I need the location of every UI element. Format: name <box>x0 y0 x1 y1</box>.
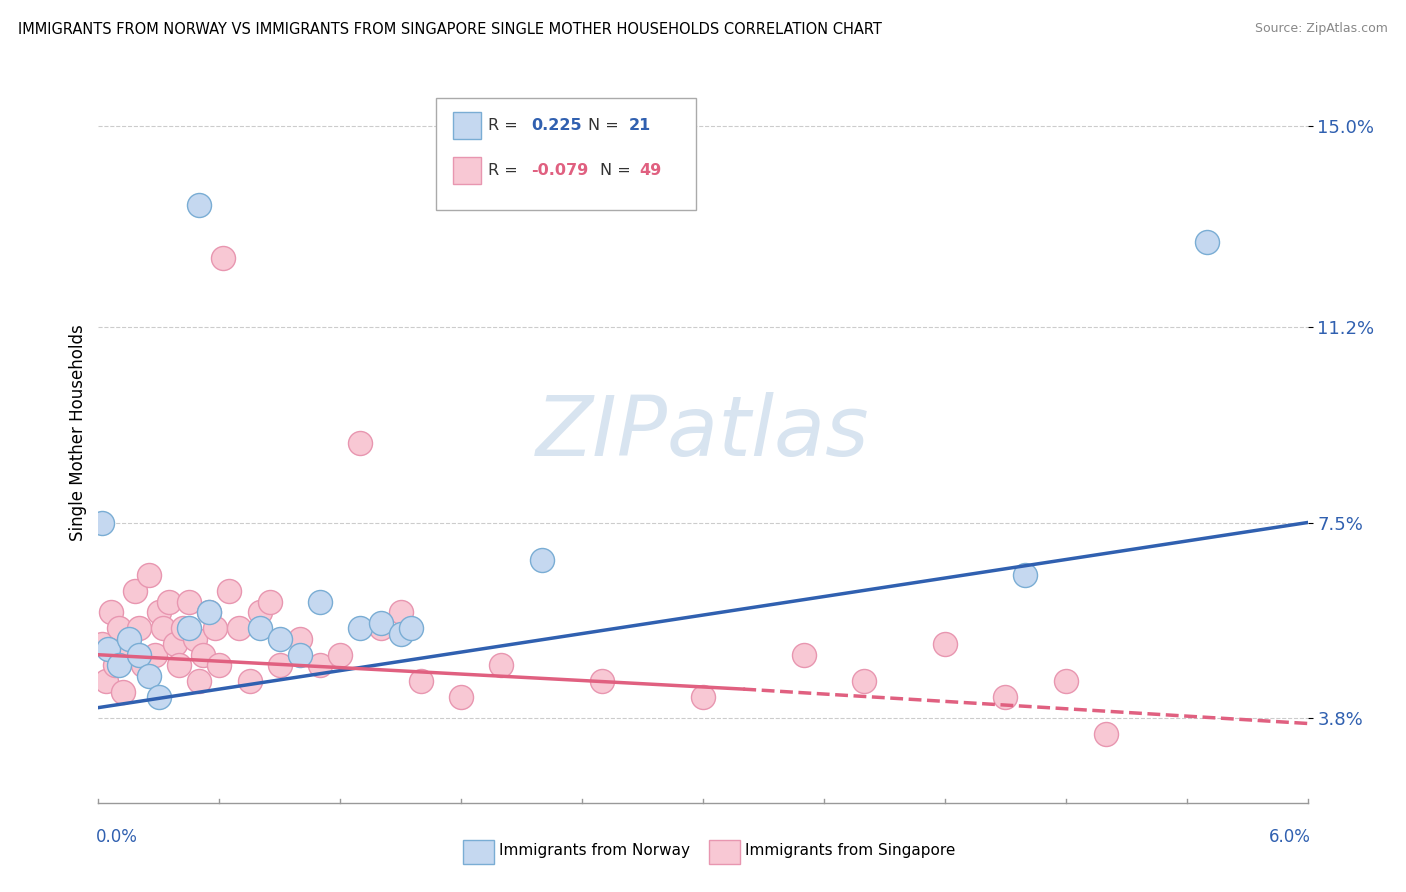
Point <box>152 621 174 635</box>
Point <box>103 658 125 673</box>
Point <box>853 674 876 689</box>
Point <box>218 584 240 599</box>
Point <box>188 674 211 689</box>
Point <box>184 632 207 646</box>
Point <box>269 658 291 673</box>
Point <box>167 658 190 673</box>
Text: ZIPatlas: ZIPatlas <box>536 392 870 473</box>
Point <box>138 669 160 683</box>
Text: -0.079: -0.079 <box>531 163 589 178</box>
Point <box>138 568 160 582</box>
Text: Immigrants from Norway: Immigrants from Norway <box>499 844 690 858</box>
Point <box>132 658 155 673</box>
Point <box>124 584 146 599</box>
Point <box>148 606 170 620</box>
Point <box>96 674 118 689</box>
Point <box>249 621 271 635</box>
Point <box>409 674 432 689</box>
Point <box>1014 568 1036 582</box>
Point <box>179 621 201 635</box>
Text: 0.0%: 0.0% <box>96 828 138 846</box>
Point <box>111 685 134 699</box>
Point <box>329 648 352 662</box>
Text: 6.0%: 6.0% <box>1268 828 1310 846</box>
Point <box>228 621 250 635</box>
Point <box>793 648 815 662</box>
Point <box>530 552 553 566</box>
Point <box>692 690 714 704</box>
Point <box>450 690 472 704</box>
Point <box>934 637 956 651</box>
Point <box>389 626 412 640</box>
Text: 21: 21 <box>628 119 651 133</box>
Y-axis label: Single Mother Households: Single Mother Households <box>69 325 87 541</box>
Point <box>370 615 392 630</box>
Point <box>389 606 412 620</box>
Point <box>118 648 141 662</box>
Text: N =: N = <box>600 163 637 178</box>
Point <box>172 621 194 635</box>
Text: Source: ZipAtlas.com: Source: ZipAtlas.com <box>1254 22 1388 36</box>
Point <box>288 648 311 662</box>
Point <box>91 516 114 530</box>
Point <box>349 436 371 450</box>
Point <box>204 621 226 635</box>
Text: N =: N = <box>588 119 624 133</box>
Point <box>288 632 311 646</box>
Point <box>208 658 231 673</box>
Point <box>370 621 392 635</box>
Text: 0.225: 0.225 <box>531 119 582 133</box>
Point <box>269 632 291 646</box>
Text: 49: 49 <box>640 163 662 178</box>
Point <box>239 674 262 689</box>
Point <box>259 595 281 609</box>
Point <box>163 637 186 651</box>
Point <box>118 632 141 646</box>
Point <box>1054 674 1077 689</box>
Point <box>309 595 332 609</box>
Point <box>97 642 120 657</box>
Point <box>107 621 129 635</box>
Point <box>491 658 513 673</box>
Point <box>91 637 114 651</box>
Point <box>148 690 170 704</box>
Point <box>591 674 613 689</box>
Point <box>198 606 221 620</box>
Point <box>193 648 215 662</box>
Point <box>198 606 221 620</box>
Text: R =: R = <box>488 163 523 178</box>
Point <box>212 251 235 265</box>
Text: Immigrants from Singapore: Immigrants from Singapore <box>745 844 956 858</box>
Point <box>399 621 422 635</box>
Text: R =: R = <box>488 119 523 133</box>
Point <box>994 690 1017 704</box>
Point <box>188 198 211 212</box>
Point <box>128 621 150 635</box>
Point <box>157 595 180 609</box>
Point <box>249 606 271 620</box>
Point <box>349 621 371 635</box>
Point <box>143 648 166 662</box>
Point <box>179 595 201 609</box>
Point <box>100 606 122 620</box>
Point <box>1095 727 1118 741</box>
Point <box>128 648 150 662</box>
Point <box>107 658 129 673</box>
Point <box>309 658 332 673</box>
Text: IMMIGRANTS FROM NORWAY VS IMMIGRANTS FROM SINGAPORE SINGLE MOTHER HOUSEHOLDS COR: IMMIGRANTS FROM NORWAY VS IMMIGRANTS FRO… <box>18 22 882 37</box>
Point <box>1195 235 1218 250</box>
